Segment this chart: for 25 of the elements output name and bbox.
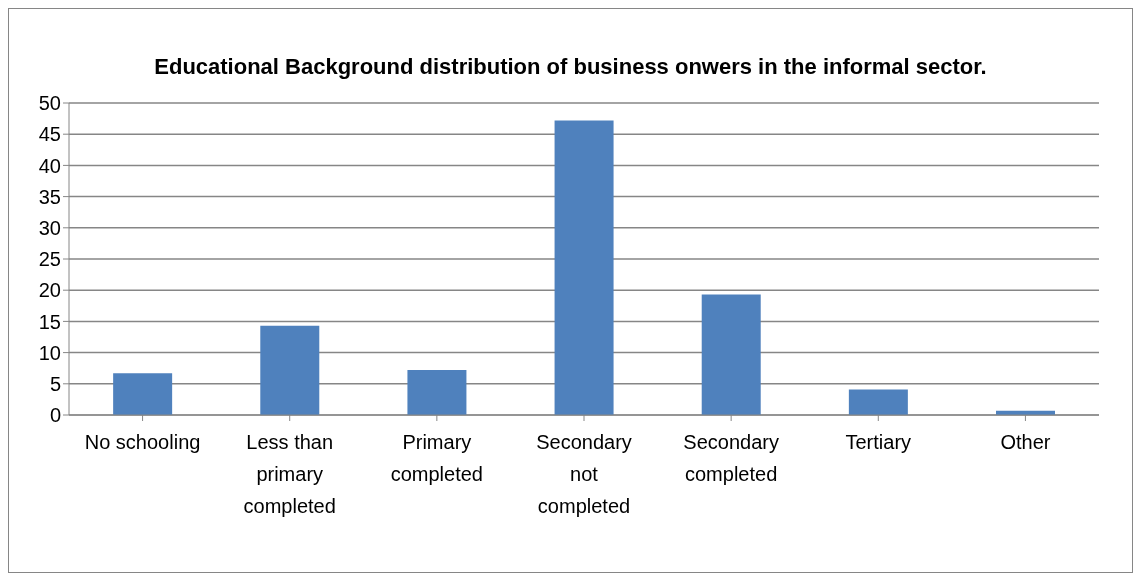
bar [260,325,320,415]
x-tick-label: Primary completed [390,431,483,485]
y-tick-label: 20 [38,279,61,302]
y-tick-label: 5 [49,372,61,395]
y-tick-label: 50 [38,92,61,115]
y-tick-label: 0 [49,404,61,427]
y-tick-label: 25 [38,248,61,271]
bar [848,389,908,415]
x-tick-label: No schooling [84,431,201,453]
chart-title: Educational Background distribution of business onwers in the informal sector. [153,53,988,81]
x-tick-label: Secondary completed [683,431,779,485]
y-tick-label: 35 [38,185,61,208]
bar [554,120,614,415]
x-tick-label: Less than primary completed [243,431,336,517]
x-tick-label: Other [1000,431,1051,453]
x-tick-label: Tertiary [845,431,912,453]
y-tick-label: 40 [38,154,61,177]
bar [701,294,761,415]
y-tick-label: 10 [38,341,61,364]
x-tick-label: Secondary not completed [536,431,632,517]
y-tick-label: 45 [38,123,61,146]
bar [113,373,173,415]
y-tick-label: 30 [38,216,61,239]
y-tick-label: 15 [38,310,61,333]
bar [407,370,467,415]
